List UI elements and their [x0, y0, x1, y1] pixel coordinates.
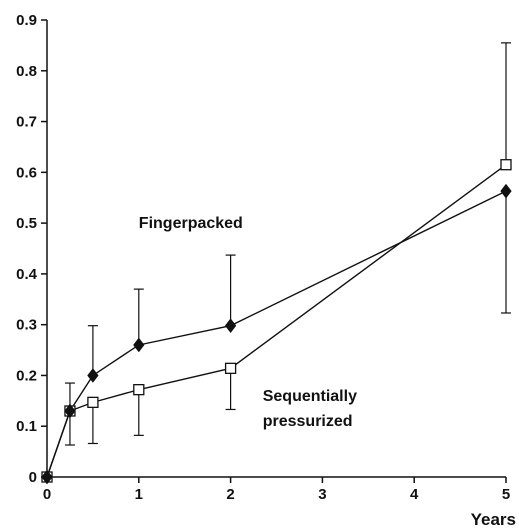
x-tick-label: 2 [226, 486, 234, 503]
annotation-label: pressurized [263, 413, 353, 430]
open-square-marker [87, 396, 99, 409]
x-tick-label: 3 [318, 486, 326, 503]
x-tick-label: 5 [502, 486, 510, 503]
y-tick-label: 0.2 [16, 367, 37, 384]
y-tick-label: 0.6 [16, 164, 37, 181]
axes [46, 20, 506, 478]
y-tick-label: 0.4 [16, 266, 38, 283]
y-tick-label: 0.7 [16, 114, 37, 131]
y-tick-label: 0.8 [16, 63, 37, 80]
error-bars [64, 42, 511, 446]
y-tick-label: 0.5 [16, 215, 37, 232]
y-tick-label: 0.1 [16, 418, 37, 435]
series-line-1 [46, 164, 507, 478]
x-tick-label: 4 [410, 486, 419, 503]
y-tick-label: 0.9 [16, 12, 37, 29]
x-tick-label: 0 [43, 486, 51, 503]
filled-diamond-marker [41, 469, 53, 485]
annotation-label: Fingerpacked [139, 215, 243, 232]
y-tick-label: 0.3 [16, 317, 37, 334]
open-square-marker [500, 159, 512, 171]
annotations: Fingerpacked Sequentially pressurized [139, 215, 357, 430]
x-ticks: 0 1 2 3 4 5 [43, 477, 510, 503]
open-square-marker [224, 362, 237, 374]
y-ticks: 0 0.1 0.2 0.3 0.4 0.5 0.6 0.7 0.8 0.9 [16, 12, 47, 486]
filled-diamond-marker [133, 337, 145, 353]
filled-diamond-marker [64, 403, 76, 419]
annotation-label: Sequentially [263, 388, 357, 405]
y-tick-label: 0 [29, 469, 37, 486]
open-square-marker [133, 384, 145, 396]
filled-diamond-marker [224, 318, 237, 334]
x-axis-title: Years [471, 510, 516, 529]
filled-diamond-marker [500, 183, 512, 199]
series-lines [46, 164, 507, 478]
series-markers [41, 159, 512, 485]
filled-diamond-marker [87, 368, 99, 383]
x-tick-label: 1 [135, 486, 143, 503]
